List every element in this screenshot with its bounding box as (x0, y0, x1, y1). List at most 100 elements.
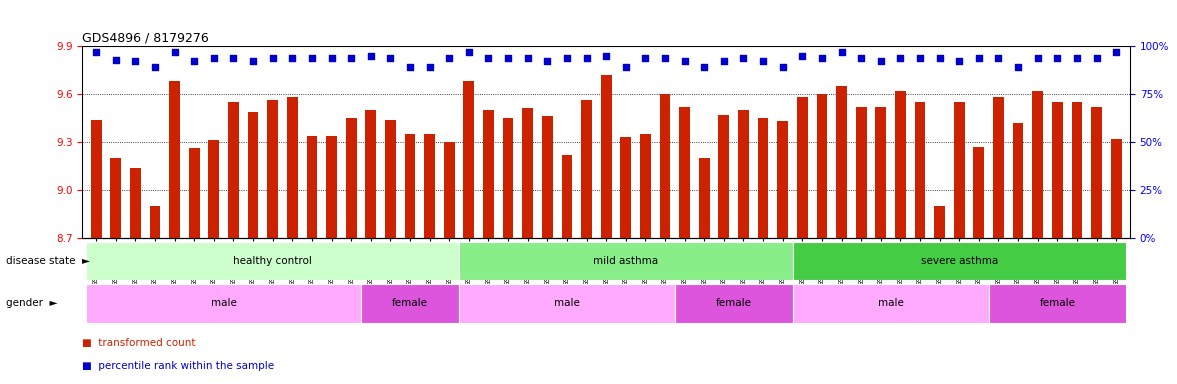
Bar (86, 242, 459, 280)
Point (911, 55, 930, 61)
Bar (674, 284, 792, 323)
Point (989, 55, 1008, 61)
Bar (953, 102, 965, 238)
Text: severe asthma: severe asthma (920, 256, 998, 266)
Point (950, 58, 969, 65)
Point (753, 58, 772, 65)
Bar (1032, 91, 1043, 238)
Bar (444, 142, 454, 238)
Text: healthy control: healthy control (233, 256, 312, 266)
Bar (1071, 102, 1083, 238)
Bar (129, 168, 141, 238)
Point (205, 55, 224, 61)
Point (518, 55, 537, 61)
Point (1029, 55, 1048, 61)
Bar (777, 121, 789, 238)
Point (852, 55, 871, 61)
Bar (792, 284, 989, 323)
Point (734, 55, 753, 61)
Bar (797, 97, 807, 238)
Bar (738, 110, 749, 238)
Bar (459, 284, 674, 323)
Point (126, 58, 145, 65)
Bar (856, 107, 866, 238)
Bar (895, 91, 906, 238)
Point (479, 55, 498, 61)
Bar (1111, 139, 1122, 238)
Bar (111, 158, 121, 238)
Bar (169, 81, 180, 238)
Point (224, 55, 242, 61)
Point (970, 55, 989, 61)
Bar (188, 149, 200, 238)
Point (871, 58, 890, 65)
Point (577, 55, 596, 61)
Bar (993, 97, 1004, 238)
Text: male: male (554, 298, 580, 308)
Bar (247, 112, 259, 238)
Point (106, 56, 125, 63)
Bar (817, 94, 827, 238)
Point (832, 49, 851, 55)
Point (597, 53, 616, 59)
Point (322, 55, 341, 61)
Point (1048, 55, 1066, 61)
Point (244, 58, 262, 65)
Bar (541, 116, 553, 238)
Point (185, 58, 204, 65)
Point (1009, 64, 1028, 70)
Bar (228, 102, 239, 238)
Point (361, 53, 380, 59)
Point (1068, 55, 1086, 61)
Point (499, 55, 518, 61)
Text: ■  percentile rank within the sample: ■ percentile rank within the sample (82, 361, 274, 371)
Bar (326, 136, 337, 238)
Bar (346, 118, 357, 238)
Bar (523, 108, 533, 238)
Point (381, 55, 400, 61)
Bar (385, 120, 395, 238)
Point (302, 55, 321, 61)
Bar (973, 147, 984, 238)
Point (282, 55, 301, 61)
Bar (659, 94, 671, 238)
Bar (1091, 107, 1102, 238)
Text: disease state  ►: disease state ► (6, 256, 89, 266)
Point (146, 64, 165, 70)
Bar (361, 284, 459, 323)
Bar (459, 242, 792, 280)
Bar (483, 110, 494, 238)
Bar (1052, 102, 1063, 238)
Bar (876, 107, 886, 238)
Bar (989, 284, 1126, 323)
Bar (679, 107, 690, 238)
Point (656, 55, 674, 61)
Text: GDS4896 / 8179276: GDS4896 / 8179276 (82, 32, 210, 45)
Bar (405, 134, 415, 238)
Bar (287, 97, 298, 238)
Point (440, 55, 459, 61)
Point (793, 53, 812, 59)
Point (676, 58, 694, 65)
Text: female: female (716, 298, 752, 308)
Point (1088, 55, 1106, 61)
Bar (581, 101, 592, 238)
Bar (424, 134, 435, 238)
Text: ■  transformed count: ■ transformed count (82, 338, 195, 348)
Point (1106, 49, 1125, 55)
Point (558, 55, 577, 61)
Text: male: male (878, 298, 904, 308)
Bar (640, 134, 651, 238)
Point (400, 64, 419, 70)
Bar (561, 155, 572, 238)
Point (617, 64, 636, 70)
Bar (1012, 123, 1024, 238)
Point (538, 58, 557, 65)
Point (636, 55, 654, 61)
Text: gender  ►: gender ► (6, 298, 58, 308)
Bar (935, 206, 945, 238)
Bar (365, 110, 377, 238)
Point (87, 49, 106, 55)
Bar (306, 136, 318, 238)
Bar (699, 158, 710, 238)
